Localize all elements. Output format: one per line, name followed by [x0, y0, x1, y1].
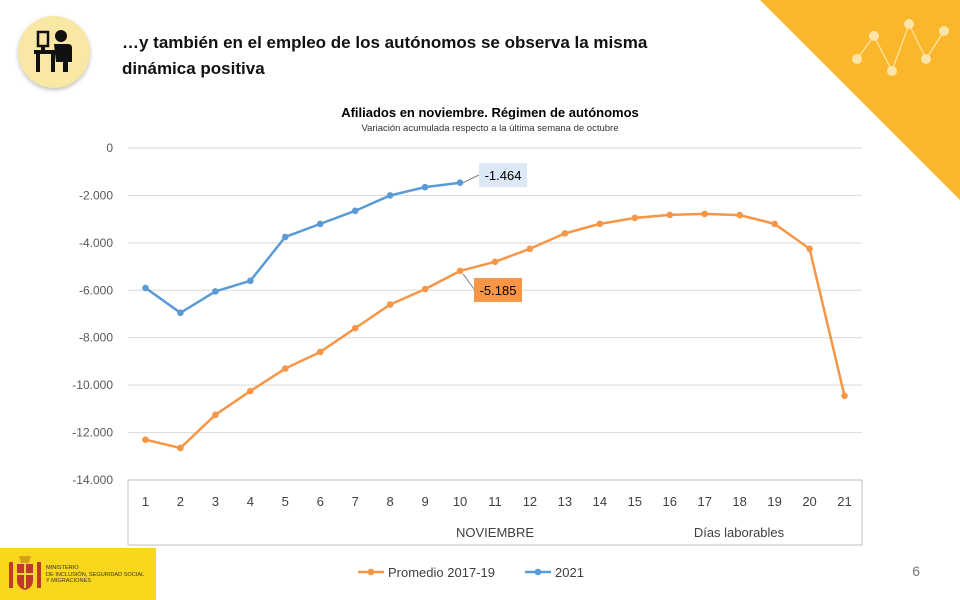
worker-badge	[18, 16, 90, 88]
data-label-box	[479, 163, 527, 187]
data-point	[841, 392, 848, 400]
x-tick-label: 7	[352, 494, 359, 509]
x-tick-label: 11	[488, 494, 502, 509]
data-point	[212, 288, 219, 295]
data-point	[456, 179, 464, 187]
data-point	[491, 258, 499, 266]
y-tick-label: -6.000	[79, 283, 113, 297]
x-tick-label: 9	[421, 494, 428, 509]
data-point	[701, 210, 709, 218]
x-tick-label: 19	[767, 494, 781, 509]
data-point	[421, 285, 429, 293]
x-tick-label: 12	[523, 494, 537, 509]
legend-marker	[534, 568, 542, 576]
x-tick-label: 20	[802, 494, 816, 509]
data-point	[142, 436, 149, 443]
data-point	[142, 284, 149, 292]
callout-leader	[462, 174, 480, 184]
person-at-desk-icon	[34, 30, 72, 72]
legend-label: Promedio 2017-19	[388, 565, 495, 580]
data-point	[316, 220, 324, 228]
x-tick-label: 4	[247, 494, 254, 509]
callout-leader	[462, 273, 475, 290]
y-tick-label: -4.000	[79, 236, 113, 250]
page-title: …y también en el empleo de los autónomos…	[122, 33, 648, 78]
x-tick-label: 15	[628, 494, 642, 509]
x-tick-label: 18	[732, 494, 746, 509]
data-point	[177, 444, 184, 452]
data-point	[247, 277, 254, 285]
data-point	[421, 183, 429, 191]
data-point	[351, 207, 359, 215]
ministry-logo: MINISTERIO DE INCLUSIÓN, SEGURIDAD SOCIA…	[0, 548, 156, 600]
data-point	[561, 230, 569, 237]
x-tick-label: 17	[697, 494, 711, 509]
data-point	[456, 267, 464, 275]
x-group-label: NOVIEMBRE	[456, 525, 534, 540]
y-tick-label: -8.000	[79, 331, 113, 345]
x-tick-label: 14	[593, 494, 607, 509]
data-point	[281, 365, 289, 372]
data-point	[666, 211, 674, 219]
x-group-label: Días laborables	[694, 525, 785, 540]
data-point	[736, 211, 743, 219]
y-tick-label: -10.000	[72, 378, 113, 392]
data-point	[526, 245, 534, 253]
chart-title: Afiliados en noviembre. Régimen de autón…	[341, 105, 639, 120]
data-point	[351, 324, 359, 332]
x-tick-label: 10	[453, 494, 467, 509]
data-point	[771, 220, 778, 228]
x-tick-label: 2	[177, 494, 184, 509]
data-point	[281, 233, 289, 241]
x-tick-label: 21	[837, 494, 851, 509]
x-tick-label: 6	[317, 494, 324, 509]
y-tick-label: -14.000	[72, 473, 113, 487]
x-tick-label: 5	[282, 494, 289, 509]
chart-subtitle: Variación acumulada respecto a la última…	[362, 123, 619, 134]
y-tick-label: -2.000	[79, 188, 113, 202]
x-tick-label: 16	[663, 494, 677, 509]
data-point	[316, 348, 324, 356]
ministry-label: MINISTERIO DE INCLUSIÓN, SEGURIDAD SOCIA…	[46, 565, 145, 585]
x-tick-label: 13	[558, 494, 572, 509]
x-tick-label: 8	[387, 494, 394, 509]
data-point	[386, 192, 394, 199]
series-line	[145, 212, 846, 450]
y-tick-label: 0	[106, 141, 113, 155]
data-label: -1.464	[485, 168, 522, 183]
series-line	[144, 181, 461, 315]
y-tick-label: -12.000	[72, 426, 113, 440]
zigzag-dots-icon	[760, 0, 960, 200]
data-label: -5.185	[480, 283, 517, 298]
data-point	[386, 301, 394, 308]
coat-of-arms-icon	[9, 556, 41, 590]
legend-marker	[367, 568, 375, 576]
data-point	[806, 245, 813, 253]
data-point	[631, 214, 639, 222]
page-number: 6	[912, 563, 920, 579]
data-point	[247, 387, 254, 395]
data-point	[177, 309, 184, 317]
data-label-box	[474, 278, 522, 302]
data-point	[596, 220, 604, 228]
x-tick-label: 3	[212, 494, 219, 509]
data-point	[212, 411, 219, 419]
legend-label: 2021	[555, 565, 584, 580]
x-tick-label: 1	[142, 494, 149, 509]
